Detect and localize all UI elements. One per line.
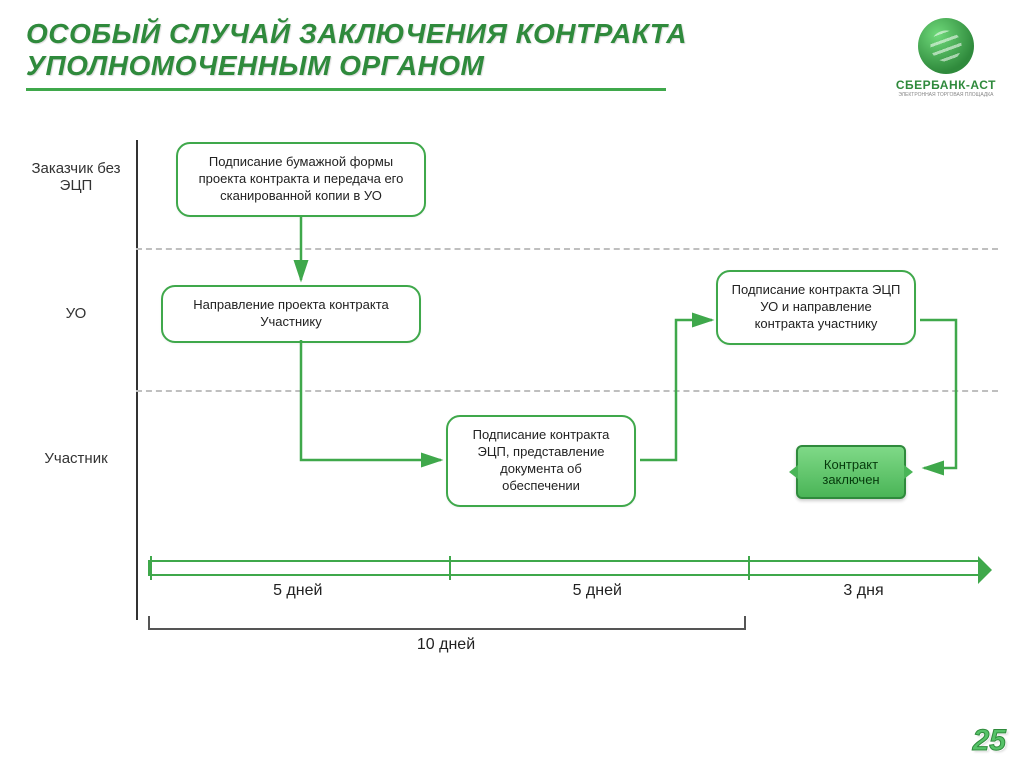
node-final: Контракт заключен <box>796 445 906 499</box>
page-number: 25 <box>973 724 1006 758</box>
title-underline <box>26 88 666 91</box>
timeline-total: 10 дней <box>417 636 475 654</box>
timeline-seg-0: 5 дней <box>273 582 322 600</box>
node-sign-paper: Подписание бумажной формы проекта контра… <box>176 142 426 217</box>
timeline-arrowhead <box>978 560 988 580</box>
timeline-tick-2 <box>748 556 750 580</box>
title-line-2: УПОЛНОМОЧЕННЫМ ОРГАНОМ <box>26 50 726 82</box>
vertical-axis <box>136 140 138 620</box>
slide-title: ОСОБЫЙ СЛУЧАЙ ЗАКЛЮЧЕНИЯ КОНТРАКТА УПОЛН… <box>26 18 726 91</box>
lane-divider-2 <box>136 390 998 392</box>
brand-logo: СБЕРБАНК-АСТ ЭЛЕКТРОННАЯ ТОРГОВАЯ ПЛОЩАД… <box>896 18 996 98</box>
logo-icon <box>918 18 974 74</box>
node-sign-ecp: Подписание контракта ЭЦП, представление … <box>446 415 636 507</box>
lane-divider-1 <box>136 248 998 250</box>
timeline: 5 дней 5 дней 3 дня <box>148 560 980 576</box>
timeline-seg-2: 3 дня <box>843 582 883 600</box>
timeline-tick-1 <box>449 556 451 580</box>
lane-label-uo: УО <box>26 305 126 322</box>
timeline-bar <box>148 560 980 576</box>
flow-diagram: Заказчик без ЭЦП УО Участник Подписание … <box>26 130 998 690</box>
logo-text: СБЕРБАНК-АСТ <box>896 78 996 92</box>
timeline-tick-0 <box>150 556 152 580</box>
lane-label-participant: Участник <box>26 450 126 467</box>
logo-subtitle: ЭЛЕКТРОННАЯ ТОРГОВАЯ ПЛОЩАДКА <box>896 92 996 98</box>
timeline-seg-1: 5 дней <box>573 582 622 600</box>
lane-label-customer: Заказчик без ЭЦП <box>26 160 126 194</box>
node-send-draft: Направление проекта контракта Участнику <box>161 285 421 343</box>
flow-arrows <box>26 130 998 690</box>
timeline-brace <box>148 616 746 630</box>
node-sign-uo: Подписание контракта ЭЦП УО и направлени… <box>716 270 916 345</box>
title-line-1: ОСОБЫЙ СЛУЧАЙ ЗАКЛЮЧЕНИЯ КОНТРАКТА <box>26 18 726 50</box>
